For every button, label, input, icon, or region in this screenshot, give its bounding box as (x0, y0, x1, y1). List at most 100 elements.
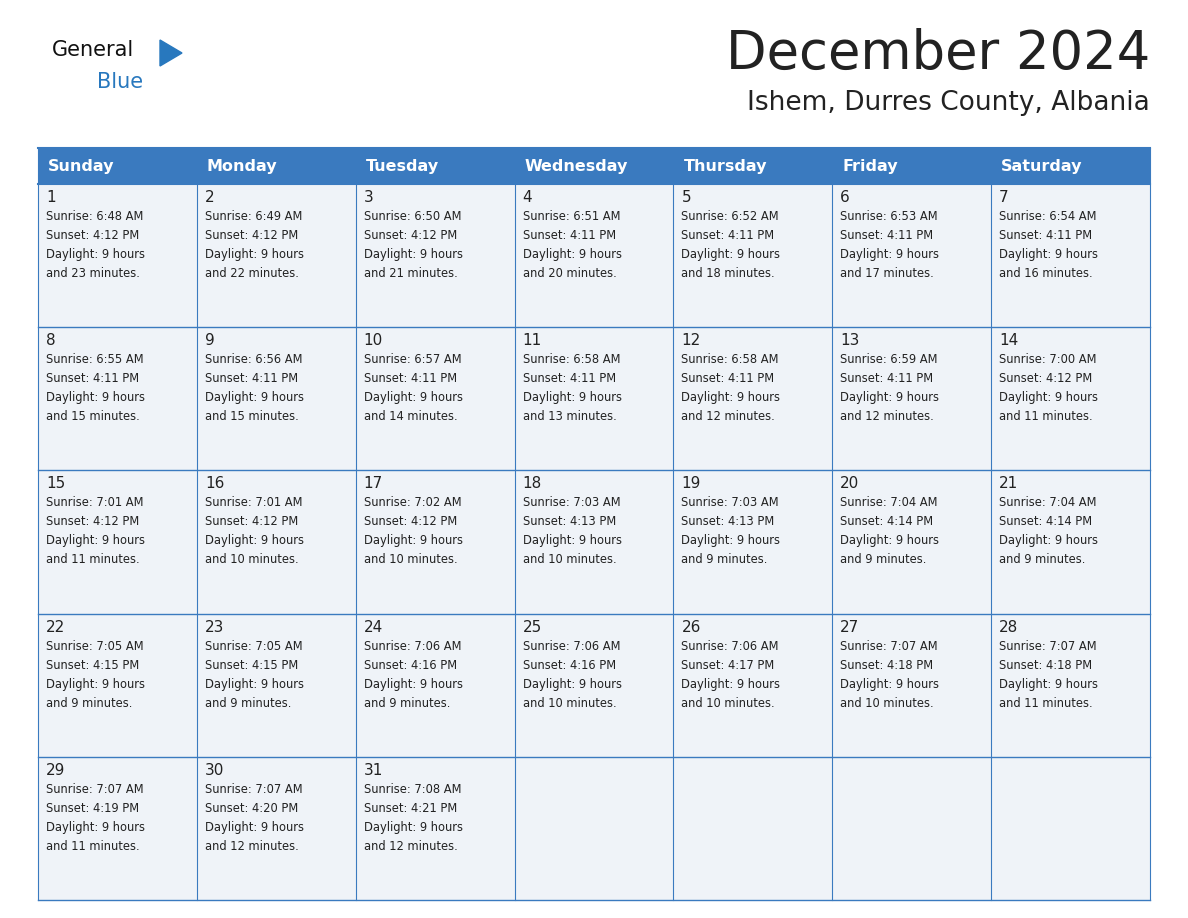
Text: Sunset: 4:11 PM: Sunset: 4:11 PM (46, 372, 139, 386)
Bar (991, 756, 1150, 900)
Text: Monday: Monday (207, 159, 278, 174)
Text: Sunset: 4:11 PM: Sunset: 4:11 PM (523, 372, 615, 386)
Text: and 9 minutes.: and 9 minutes. (364, 697, 450, 710)
Text: Sunrise: 6:56 AM: Sunrise: 6:56 AM (204, 353, 303, 366)
Bar (833, 756, 991, 900)
Text: Sunset: 4:12 PM: Sunset: 4:12 PM (204, 229, 298, 242)
Bar (514, 327, 674, 470)
Text: Daylight: 9 hours: Daylight: 9 hours (523, 677, 621, 690)
Bar (833, 470, 991, 613)
Text: Sunrise: 7:07 AM: Sunrise: 7:07 AM (840, 640, 937, 653)
Bar (991, 327, 1150, 470)
Text: and 14 minutes.: and 14 minutes. (364, 410, 457, 423)
Text: Sunrise: 7:06 AM: Sunrise: 7:06 AM (364, 640, 461, 653)
Text: and 16 minutes.: and 16 minutes. (999, 267, 1093, 280)
Text: Sunset: 4:12 PM: Sunset: 4:12 PM (46, 229, 139, 242)
Text: and 22 minutes.: and 22 minutes. (204, 267, 298, 280)
Text: 31: 31 (364, 763, 383, 778)
Text: Thursday: Thursday (683, 159, 767, 174)
Text: and 15 minutes.: and 15 minutes. (204, 410, 298, 423)
Text: 10: 10 (364, 333, 383, 348)
Text: Sunrise: 6:57 AM: Sunrise: 6:57 AM (364, 353, 461, 366)
Text: 3: 3 (364, 190, 373, 205)
Bar (514, 470, 674, 613)
Text: Sunrise: 7:07 AM: Sunrise: 7:07 AM (999, 640, 1097, 653)
Text: Daylight: 9 hours: Daylight: 9 hours (682, 677, 781, 690)
Text: Sunset: 4:21 PM: Sunset: 4:21 PM (364, 801, 457, 815)
Text: Sunset: 4:15 PM: Sunset: 4:15 PM (204, 658, 298, 672)
Text: Sunrise: 6:53 AM: Sunrise: 6:53 AM (840, 210, 937, 223)
Text: Daylight: 9 hours: Daylight: 9 hours (204, 391, 304, 404)
Text: Sunrise: 6:50 AM: Sunrise: 6:50 AM (364, 210, 461, 223)
Text: 16: 16 (204, 476, 225, 491)
Text: 7: 7 (999, 190, 1009, 205)
Text: and 18 minutes.: and 18 minutes. (682, 267, 775, 280)
Text: Daylight: 9 hours: Daylight: 9 hours (364, 677, 462, 690)
Text: Ishem, Durres County, Albania: Ishem, Durres County, Albania (747, 90, 1150, 116)
Text: Sunset: 4:17 PM: Sunset: 4:17 PM (682, 658, 775, 672)
Text: 20: 20 (840, 476, 860, 491)
Text: Sunrise: 7:07 AM: Sunrise: 7:07 AM (46, 783, 144, 796)
Text: Daylight: 9 hours: Daylight: 9 hours (999, 677, 1098, 690)
Bar (674, 327, 833, 470)
Text: Sunset: 4:11 PM: Sunset: 4:11 PM (523, 229, 615, 242)
Text: and 12 minutes.: and 12 minutes. (204, 840, 298, 853)
Text: 4: 4 (523, 190, 532, 205)
Text: Sunset: 4:19 PM: Sunset: 4:19 PM (46, 801, 139, 815)
Text: 11: 11 (523, 333, 542, 348)
Text: Sunset: 4:11 PM: Sunset: 4:11 PM (682, 372, 775, 386)
Text: Wednesday: Wednesday (525, 159, 628, 174)
Text: and 11 minutes.: and 11 minutes. (46, 554, 140, 566)
Text: Daylight: 9 hours: Daylight: 9 hours (682, 391, 781, 404)
Text: Sunrise: 7:01 AM: Sunrise: 7:01 AM (46, 497, 144, 509)
Text: 30: 30 (204, 763, 225, 778)
Text: Sunset: 4:12 PM: Sunset: 4:12 PM (364, 515, 457, 529)
Text: Daylight: 9 hours: Daylight: 9 hours (682, 534, 781, 547)
Text: Daylight: 9 hours: Daylight: 9 hours (204, 534, 304, 547)
Text: 19: 19 (682, 476, 701, 491)
Text: Sunset: 4:13 PM: Sunset: 4:13 PM (682, 515, 775, 529)
Text: Sunset: 4:12 PM: Sunset: 4:12 PM (999, 372, 1093, 386)
Text: Sunset: 4:18 PM: Sunset: 4:18 PM (999, 658, 1092, 672)
Text: 6: 6 (840, 190, 851, 205)
Text: Friday: Friday (842, 159, 898, 174)
Bar (197, 327, 355, 470)
Text: 28: 28 (999, 620, 1018, 634)
Text: 5: 5 (682, 190, 691, 205)
Text: and 17 minutes.: and 17 minutes. (840, 267, 934, 280)
Bar (197, 613, 355, 756)
Text: Sunrise: 7:00 AM: Sunrise: 7:00 AM (999, 353, 1097, 366)
Text: and 12 minutes.: and 12 minutes. (364, 840, 457, 853)
Text: 1: 1 (46, 190, 56, 205)
Text: Daylight: 9 hours: Daylight: 9 hours (523, 391, 621, 404)
Bar (991, 470, 1150, 613)
Bar (833, 613, 991, 756)
Text: Sunrise: 6:54 AM: Sunrise: 6:54 AM (999, 210, 1097, 223)
Text: Sunrise: 6:48 AM: Sunrise: 6:48 AM (46, 210, 144, 223)
Text: Sunset: 4:12 PM: Sunset: 4:12 PM (46, 515, 139, 529)
Bar (991, 184, 1150, 327)
Text: and 10 minutes.: and 10 minutes. (364, 554, 457, 566)
Bar (991, 613, 1150, 756)
Text: and 9 minutes.: and 9 minutes. (682, 554, 767, 566)
Text: Daylight: 9 hours: Daylight: 9 hours (840, 391, 940, 404)
Text: 9: 9 (204, 333, 215, 348)
Text: Sunset: 4:12 PM: Sunset: 4:12 PM (364, 229, 457, 242)
Polygon shape (160, 40, 182, 66)
Text: 13: 13 (840, 333, 860, 348)
Bar (38, 613, 197, 756)
Text: 23: 23 (204, 620, 225, 634)
Text: Sunset: 4:20 PM: Sunset: 4:20 PM (204, 801, 298, 815)
Text: Sunset: 4:11 PM: Sunset: 4:11 PM (204, 372, 298, 386)
Bar (355, 470, 514, 613)
Bar (514, 184, 674, 327)
Text: Sunset: 4:18 PM: Sunset: 4:18 PM (840, 658, 934, 672)
Text: and 9 minutes.: and 9 minutes. (840, 554, 927, 566)
Bar (197, 756, 355, 900)
Text: and 10 minutes.: and 10 minutes. (682, 697, 775, 710)
Bar (833, 327, 991, 470)
Text: Daylight: 9 hours: Daylight: 9 hours (364, 391, 462, 404)
Text: Sunrise: 7:02 AM: Sunrise: 7:02 AM (364, 497, 461, 509)
Bar (197, 470, 355, 613)
Text: Sunset: 4:13 PM: Sunset: 4:13 PM (523, 515, 615, 529)
